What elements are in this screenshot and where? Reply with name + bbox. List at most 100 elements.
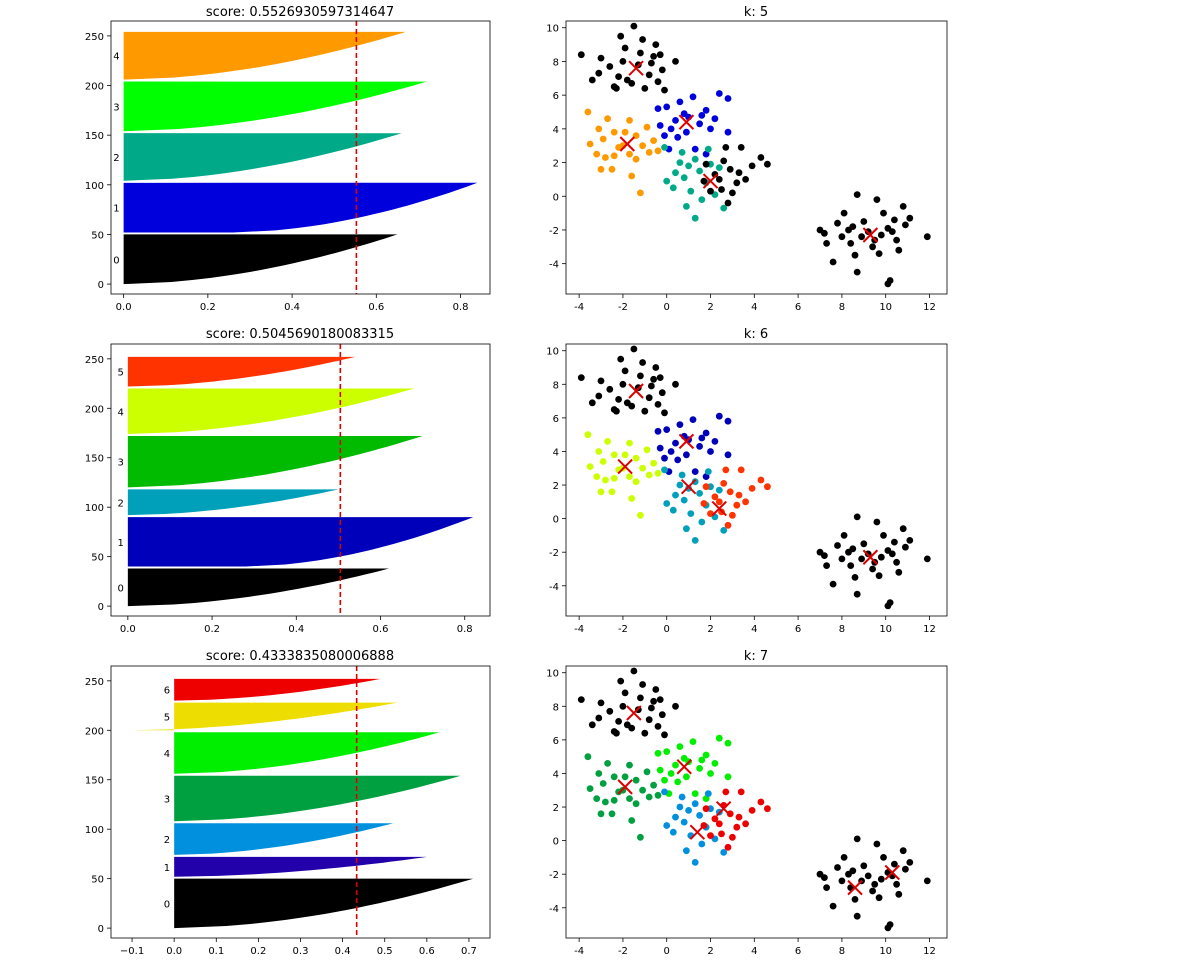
- data-point: [606, 385, 614, 393]
- data-point: [724, 451, 732, 459]
- data-point: [718, 830, 725, 838]
- data-point: [643, 768, 651, 776]
- data-point: [711, 760, 719, 767]
- silhouette-title-k7: score: 0.4333835080006888: [206, 649, 394, 664]
- data-point: [884, 602, 892, 610]
- centroid-marker-1: [862, 227, 879, 243]
- x-tick-label: 0.5: [377, 946, 393, 957]
- x-tick-label: 0.2: [204, 624, 220, 635]
- data-point: [680, 754, 688, 762]
- x-tick-label: 0.6: [419, 946, 435, 957]
- scatter-panel-k6: k: 6 -4 -2 0 2 4 6 8 10 12 -4 -2 0 2 4 6 8 10: [546, 327, 948, 635]
- silhouette-title-k5: score: 0.5526930597314647: [206, 5, 394, 20]
- data-point: [726, 165, 734, 173]
- centroid-marker-4: [676, 759, 692, 775]
- data-point: [663, 103, 671, 111]
- data-point: [720, 527, 728, 534]
- data-point: [742, 176, 749, 183]
- data-point: [602, 476, 609, 484]
- data-point: [626, 761, 633, 769]
- silhouette-band-3: [127, 435, 423, 488]
- data-point: [637, 511, 644, 519]
- data-point: [733, 179, 741, 187]
- data-point: [823, 884, 830, 891]
- data-point: [700, 177, 708, 185]
- data-point: [610, 152, 618, 160]
- cluster-label-5: 5: [117, 368, 123, 379]
- data-point: [637, 49, 644, 57]
- x-tick-label: 6: [795, 624, 801, 635]
- data-point: [873, 518, 881, 526]
- data-point: [588, 399, 596, 407]
- data-point: [678, 471, 686, 479]
- data-point: [641, 729, 649, 737]
- data-point: [654, 401, 662, 408]
- data-point: [715, 164, 723, 172]
- cluster-label-1: 1: [117, 538, 123, 549]
- data-point: [663, 426, 671, 433]
- data-point: [639, 681, 646, 688]
- data-point: [840, 209, 848, 217]
- data-point: [676, 743, 684, 750]
- data-point: [645, 793, 653, 801]
- data-point: [672, 813, 679, 821]
- y-tick-label: 250: [85, 32, 104, 43]
- cluster-label-5: 5: [164, 712, 170, 723]
- silhouette-band-0: [123, 234, 398, 285]
- y-tick-label: 4: [553, 125, 559, 136]
- y-tick-label: 8: [553, 57, 559, 68]
- data-point: [586, 463, 594, 470]
- data-point: [626, 117, 633, 124]
- centroid-marker-3: [617, 779, 633, 795]
- x-tick-label: 2: [707, 946, 713, 957]
- x-tick-label: -4: [574, 624, 584, 635]
- cluster-label-0: 0: [113, 255, 119, 266]
- data-point: [923, 877, 931, 885]
- data-point: [895, 246, 903, 254]
- data-point: [698, 756, 706, 764]
- data-point: [893, 236, 900, 244]
- data-point: [645, 394, 653, 402]
- centroid-marker-4: [619, 136, 636, 152]
- centroid-marker-0: [678, 433, 695, 450]
- silhouette-band-6: [174, 678, 381, 701]
- data-point: [729, 511, 736, 519]
- data-point: [615, 144, 622, 151]
- data-point: [707, 187, 714, 195]
- silhouette-band-0: [127, 568, 389, 607]
- y-tick-label: 50: [91, 875, 104, 886]
- data-point: [588, 721, 596, 729]
- data-point: [871, 880, 879, 888]
- x-tick-label: 0.8: [453, 302, 469, 313]
- data-point: [658, 66, 666, 74]
- data-point: [672, 702, 679, 710]
- data-point: [704, 790, 712, 797]
- x-tick-label: 0.4: [288, 624, 304, 635]
- data-point: [672, 439, 679, 447]
- data-point: [637, 833, 644, 841]
- data-point: [577, 374, 585, 381]
- data-point: [742, 820, 749, 828]
- data-point: [654, 147, 662, 155]
- y-tick-label: 150: [85, 131, 104, 142]
- data-point: [584, 431, 592, 439]
- data-point: [663, 500, 671, 507]
- data-point: [658, 711, 666, 719]
- x-tick-label: 10: [879, 946, 892, 957]
- x-tick-label: 0.6: [368, 302, 384, 313]
- scatter-title-k5: k: 5: [744, 5, 768, 20]
- data-point: [661, 454, 668, 462]
- data-point: [702, 805, 710, 813]
- x-tick-label: 12: [923, 302, 936, 313]
- data-point: [720, 849, 728, 856]
- data-point: [676, 159, 684, 167]
- data-point: [724, 417, 732, 425]
- data-point: [877, 231, 885, 239]
- cluster-label-1: 1: [164, 863, 170, 874]
- cluster-label-4: 4: [113, 52, 119, 63]
- centroid-marker-1: [862, 549, 879, 565]
- data-point: [696, 443, 703, 450]
- silhouette-band-1: [123, 182, 478, 233]
- centroid-marker-3: [628, 383, 644, 399]
- data-point: [584, 108, 592, 116]
